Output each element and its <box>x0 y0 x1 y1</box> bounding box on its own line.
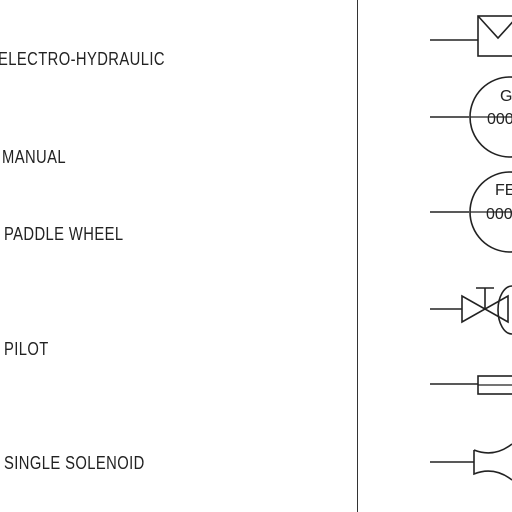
manual-tag-bottom: 000 <box>487 111 512 128</box>
legend-label-pilot: PILOT <box>4 339 49 359</box>
legend-label-single-solenoid: SINGLE SOLENOID <box>4 453 145 473</box>
paddle-wheel-meter-icon <box>430 171 512 253</box>
diaphragm-actuator-icon <box>430 443 512 481</box>
paddle-wheel-tag-bottom: 000 <box>486 206 512 223</box>
manual-operator-icon <box>430 76 512 158</box>
single-solenoid-icon <box>430 375 512 395</box>
manual-tag-top: G <box>500 88 512 105</box>
paddle-wheel-tag-top: FE <box>495 182 512 199</box>
electro-hydraulic-actuator-icon <box>430 15 512 57</box>
column-divider <box>357 0 358 512</box>
legend-label-manual: MANUAL <box>2 147 66 167</box>
legend-label-electro-hydraulic: ELECTRO-HYDRAULIC <box>0 49 165 69</box>
legend-label-paddle-wheel: PADDLE WHEEL <box>4 224 124 244</box>
pilot-valve-icon <box>430 285 512 335</box>
